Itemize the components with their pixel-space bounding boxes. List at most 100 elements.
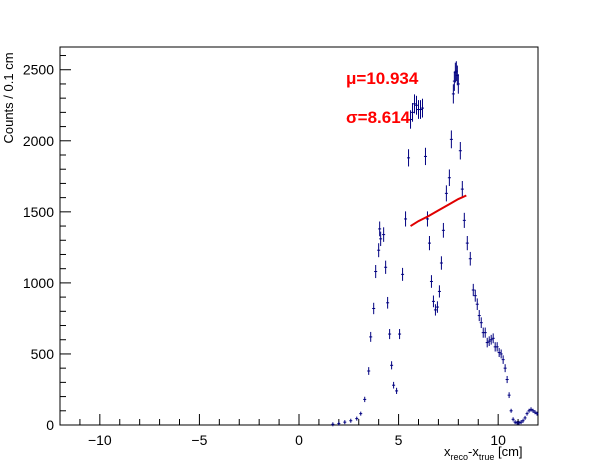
data-point bbox=[444, 185, 448, 202]
y-tick-label: 1000 bbox=[23, 275, 54, 291]
data-point bbox=[479, 317, 483, 329]
x-tick-label: 5 bbox=[395, 432, 403, 448]
data-point bbox=[431, 295, 435, 308]
data-point bbox=[451, 84, 455, 104]
data-point bbox=[433, 304, 437, 316]
data-point bbox=[513, 420, 517, 425]
data-point bbox=[525, 411, 529, 416]
data-point bbox=[509, 408, 513, 413]
data-point bbox=[343, 420, 347, 425]
data-point bbox=[415, 95, 419, 115]
data-point bbox=[349, 418, 353, 423]
data-point bbox=[487, 336, 491, 346]
data-point bbox=[489, 334, 493, 345]
sigma-symbol: σ bbox=[346, 108, 358, 127]
x-axis-title: xreco-xtrue [cm] bbox=[444, 444, 523, 462]
data-point bbox=[505, 375, 509, 384]
data-point bbox=[388, 329, 392, 340]
data-point bbox=[533, 410, 537, 415]
x-title-unit: [cm] bbox=[494, 444, 522, 459]
data-point bbox=[378, 221, 382, 237]
data-point bbox=[477, 310, 481, 322]
x-tick-label: 0 bbox=[295, 432, 303, 448]
data-point bbox=[501, 355, 505, 364]
mu-value: =10.934 bbox=[356, 69, 418, 88]
data-point bbox=[418, 100, 422, 119]
data-point bbox=[374, 264, 378, 279]
data-point bbox=[503, 364, 507, 373]
data-point bbox=[425, 211, 429, 227]
data-point bbox=[413, 94, 417, 114]
data-point bbox=[465, 235, 469, 251]
data-point bbox=[497, 348, 501, 358]
data-point bbox=[395, 387, 399, 394]
x-tick-label: −10 bbox=[88, 432, 112, 448]
data-point bbox=[458, 141, 462, 160]
data-point bbox=[367, 367, 371, 375]
x-title-mid: -x bbox=[468, 444, 479, 459]
data-point bbox=[427, 235, 431, 251]
data-point bbox=[429, 275, 433, 288]
data-point bbox=[401, 267, 405, 281]
data-points bbox=[331, 61, 539, 427]
data-point bbox=[404, 211, 408, 227]
fit-curve bbox=[410, 194, 467, 227]
data-point bbox=[377, 243, 381, 258]
data-point bbox=[460, 180, 464, 198]
data-point bbox=[507, 392, 511, 399]
data-point bbox=[398, 329, 402, 340]
data-point bbox=[441, 222, 445, 238]
data-point bbox=[359, 411, 363, 416]
x-title-sub2: true bbox=[479, 452, 495, 462]
data-point bbox=[531, 408, 535, 413]
data-point bbox=[382, 227, 386, 242]
y-tick-label: 2500 bbox=[23, 62, 54, 78]
sigma-value: =8.614 bbox=[358, 108, 411, 127]
data-point bbox=[517, 420, 521, 425]
data-point bbox=[473, 289, 477, 302]
x-tick-label: 10 bbox=[490, 432, 506, 448]
data-point bbox=[456, 74, 460, 94]
x-axis-ticks: −10 −5 0 5 10 bbox=[59, 414, 539, 448]
data-point bbox=[471, 283, 475, 297]
data-point bbox=[369, 331, 373, 342]
data-point bbox=[475, 298, 479, 311]
data-point bbox=[523, 415, 527, 420]
data-point bbox=[483, 327, 487, 338]
data-point bbox=[485, 337, 489, 348]
data-point bbox=[355, 416, 359, 421]
data-point bbox=[491, 333, 495, 344]
y-axis-ticks: 0 500 1000 1500 2000 2500 bbox=[23, 55, 71, 433]
data-point bbox=[437, 285, 441, 298]
data-point bbox=[411, 103, 415, 122]
data-point bbox=[386, 296, 390, 309]
data-point bbox=[331, 422, 335, 427]
y-tick-label: 2000 bbox=[23, 133, 54, 149]
data-point bbox=[435, 301, 439, 313]
data-point bbox=[423, 147, 427, 166]
data-point bbox=[337, 421, 341, 426]
plot-frame bbox=[59, 46, 539, 426]
data-point bbox=[521, 418, 525, 423]
data-point bbox=[409, 110, 413, 129]
data-point bbox=[499, 349, 503, 359]
x-title-main: x bbox=[444, 444, 451, 459]
y-tick-label: 500 bbox=[31, 346, 55, 362]
data-point bbox=[392, 381, 396, 389]
x-tick-label: −5 bbox=[191, 432, 207, 448]
data-point bbox=[379, 231, 383, 247]
y-axis-title: Counts / 0.1 cm bbox=[1, 52, 16, 143]
data-point bbox=[363, 396, 367, 403]
data-point bbox=[447, 169, 451, 187]
fit-sigma-label: σ=8.614 bbox=[346, 108, 411, 127]
y-tick-label: 1500 bbox=[23, 204, 54, 220]
data-point bbox=[407, 149, 411, 167]
data-point bbox=[384, 260, 388, 274]
data-point bbox=[495, 342, 499, 352]
x-title-sub1: reco bbox=[451, 452, 469, 462]
data-point bbox=[535, 411, 539, 416]
fit-mean-label: μ=10.934 bbox=[346, 69, 419, 88]
mu-symbol: μ bbox=[346, 69, 356, 88]
data-point bbox=[468, 251, 472, 266]
